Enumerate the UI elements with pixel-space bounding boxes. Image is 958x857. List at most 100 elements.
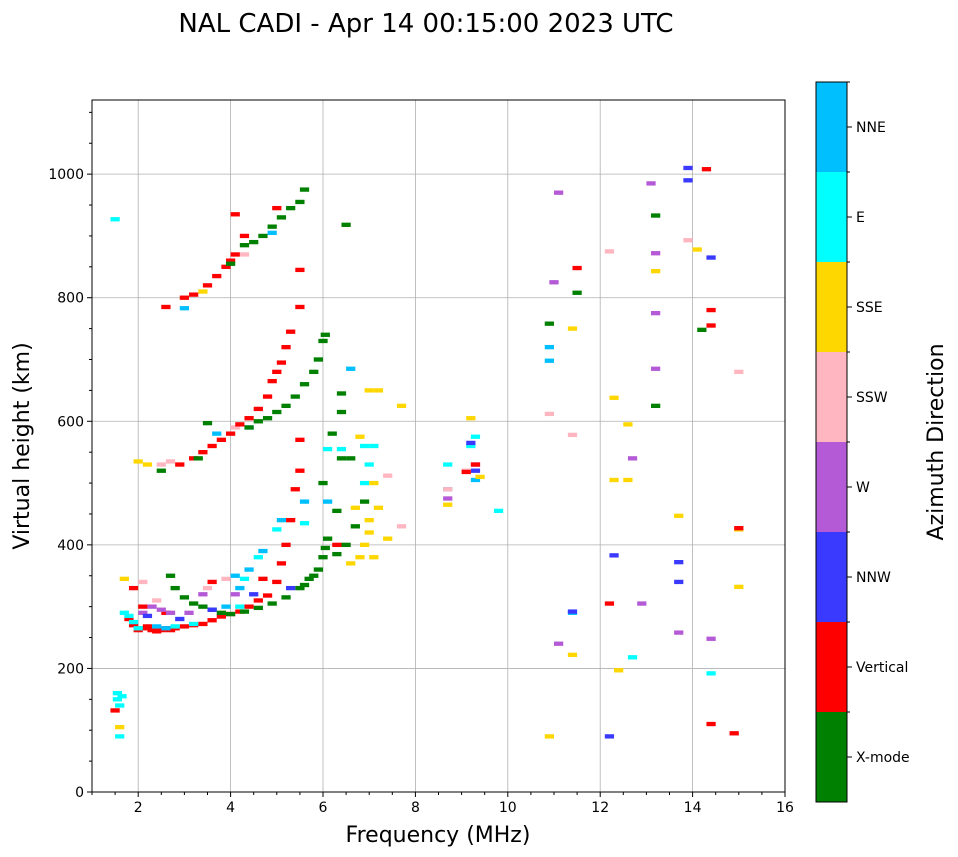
data-point-nne: [212, 431, 222, 436]
data-point-nnw: [683, 165, 693, 171]
data-point-w: [706, 636, 716, 641]
data-point-vertical: [253, 598, 263, 603]
data-point-w: [646, 181, 656, 186]
data-point-e: [336, 446, 347, 452]
data-point-sse: [115, 724, 125, 730]
colorbar-segment: [816, 532, 847, 622]
data-point-vertical: [706, 323, 716, 328]
data-point-w: [184, 610, 194, 615]
data-point-w: [651, 366, 661, 371]
data-point-x-mode: [198, 604, 208, 609]
x-tick-label: 2: [134, 800, 143, 816]
data-point-e: [128, 619, 139, 625]
data-point-w: [443, 496, 453, 501]
x-tick-label: 14: [684, 800, 702, 816]
data-point-x-mode: [299, 382, 310, 387]
data-point-ssw: [152, 598, 162, 603]
data-point-nnw: [249, 592, 259, 597]
data-point-vertical: [128, 585, 139, 591]
data-point-nne: [276, 517, 287, 523]
data-point-vertical: [110, 708, 120, 713]
data-point-vertical: [701, 167, 712, 172]
colorbar-tick-label: NNW: [856, 570, 891, 586]
data-point-ssw: [604, 249, 615, 254]
data-point-w: [554, 641, 564, 646]
data-point-e: [239, 576, 250, 582]
data-point-w: [554, 190, 564, 195]
data-point-vertical: [295, 304, 305, 310]
data-point-e: [364, 462, 374, 467]
data-point-nnw: [604, 734, 615, 739]
data-point-vertical: [290, 487, 300, 492]
data-point-x-mode: [341, 222, 351, 227]
data-point-vertical: [734, 526, 744, 531]
data-point-vertical: [295, 437, 305, 442]
data-point-vertical: [295, 267, 305, 273]
data-point-sse: [198, 289, 208, 294]
data-point-vertical: [332, 542, 342, 548]
data-point-sse: [475, 474, 485, 480]
data-point-nnw: [674, 559, 684, 565]
data-point-sse: [373, 388, 384, 393]
x-tick-label: 4: [226, 800, 235, 816]
data-point-vertical: [262, 394, 273, 399]
data-point-ssw: [683, 238, 693, 243]
data-point-ssw: [165, 459, 176, 464]
data-point-e: [119, 610, 129, 615]
x-axis-label: Frequency (MHz): [346, 823, 531, 848]
data-point-sse: [133, 459, 143, 464]
data-point-vertical: [604, 601, 615, 606]
data-point-sse: [119, 576, 129, 582]
data-point-vertical: [230, 212, 240, 217]
data-point-x-mode: [320, 545, 330, 551]
data-point-sse: [734, 584, 744, 590]
data-point-x-mode: [651, 213, 661, 218]
data-point-nnw: [175, 616, 185, 622]
data-point-vertical: [262, 593, 273, 598]
data-point-sse: [355, 555, 365, 560]
data-point-ssw: [239, 252, 250, 257]
data-point-nne: [161, 626, 171, 631]
data-point-nnw: [683, 178, 693, 183]
data-point-nne: [179, 306, 190, 311]
data-point-vertical: [202, 283, 213, 288]
data-point-ssw: [230, 425, 240, 430]
colorbar-label: Azimuth Direction: [924, 343, 949, 540]
data-point-nnw: [207, 607, 217, 612]
data-point-sse: [609, 477, 619, 483]
data-point-sse: [369, 555, 379, 560]
data-point-vertical: [156, 627, 166, 633]
data-point-e: [189, 621, 199, 627]
data-point-x-mode: [313, 567, 323, 572]
data-point-vertical: [572, 265, 582, 271]
data-point-vertical: [221, 264, 231, 269]
chart-title: NAL CADI - Apr 14 00:15:00 2023 UTC: [178, 9, 673, 39]
data-points: [110, 165, 744, 739]
data-point-nnw: [567, 609, 578, 614]
data-point-x-mode: [189, 601, 199, 606]
data-point-x-mode: [350, 524, 360, 529]
data-point-nnw: [470, 468, 481, 473]
y-tick-label: 200: [57, 661, 84, 677]
data-point-vertical: [124, 616, 134, 622]
data-point-x-mode: [295, 585, 305, 591]
data-point-sse: [364, 388, 374, 393]
x-tick-label: 6: [319, 800, 328, 816]
data-point-sse: [623, 477, 633, 483]
data-point-e: [115, 734, 125, 739]
data-point-x-mode: [318, 555, 328, 560]
data-point-vertical: [470, 462, 481, 467]
data-point-nne: [152, 624, 162, 629]
data-point-vertical: [286, 517, 296, 523]
data-point-ssw: [544, 411, 554, 417]
data-point-x-mode: [299, 582, 310, 588]
data-point-ssw: [396, 524, 407, 529]
colorbar-segment: [816, 172, 847, 262]
data-point-w: [627, 456, 638, 461]
data-point-vertical: [272, 369, 282, 375]
data-point-vertical: [281, 344, 291, 350]
data-point-nnw: [609, 553, 619, 558]
data-point-w: [651, 251, 661, 256]
data-point-nne: [346, 366, 356, 371]
data-point-ssw: [202, 585, 213, 591]
